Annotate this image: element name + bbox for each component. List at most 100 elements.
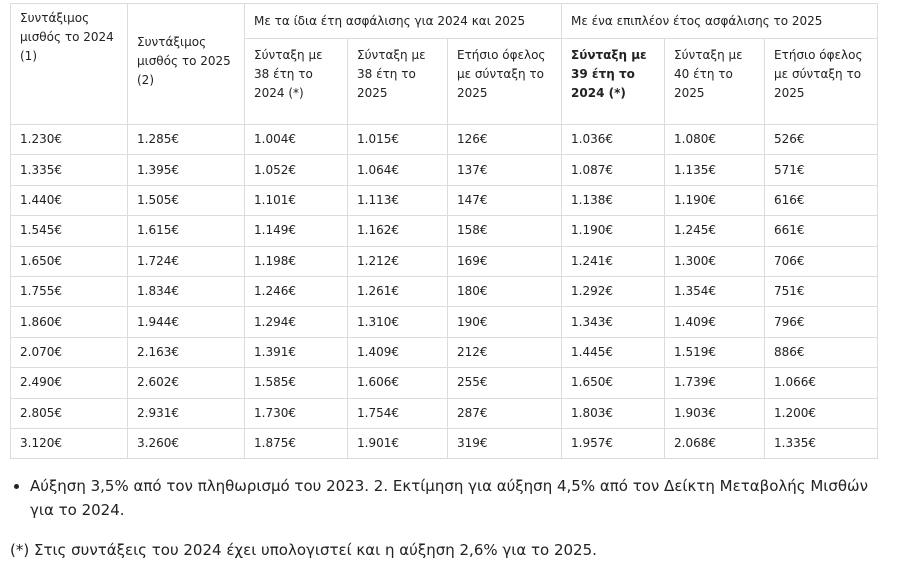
table-cell: 1.285€ — [127, 123, 245, 156]
subheader-cell: Ετήσιο όφελος με σύνταξη το 2025 — [764, 38, 879, 125]
table-cell: 1.730€ — [244, 397, 348, 429]
table-cell: 1.310€ — [347, 306, 448, 338]
note-bullet: Αύξηση 3,5% από τον πληθωρισμό του 2023.… — [30, 474, 890, 522]
table-row: 3.120€ 3.260€ 1.875€ 1.901€ 319€ 1.957€ 2.068€… — [10, 427, 879, 460]
table-row: 1.440€ 1.505€ 1.101€ 1.113€ 147€ 1.138€ 1.190€… — [10, 184, 879, 217]
pension-table: Συντάξιμος μισθός το 2024 (1) Συντάξιμος… — [10, 3, 879, 460]
table-cell: 1.395€ — [127, 154, 245, 186]
table-cell: 1.903€ — [664, 397, 766, 429]
table-row: 2.490€ 2.602€ 1.585€ 1.606€ 255€ 1.650€ 1.739€… — [10, 367, 879, 399]
table-cell: 1.860€ — [10, 306, 128, 338]
table-cell: 126€ — [446, 123, 563, 156]
table-cell: 1.335€ — [10, 154, 128, 186]
table-cell: 1.755€ — [10, 275, 128, 308]
table-cell: 1.190€ — [561, 215, 666, 247]
table-cell: 616€ — [764, 184, 879, 217]
table-cell: 169€ — [446, 245, 563, 277]
table-cell: 1.135€ — [664, 154, 766, 186]
table-cell: 1.505€ — [127, 184, 245, 217]
table-cell: 2.602€ — [127, 367, 245, 399]
table-cell: 1.162€ — [347, 215, 448, 247]
table-cell: 661€ — [764, 215, 879, 247]
table-row: 1.650€ 1.724€ 1.198€ 1.212€ 169€ 1.241€ 1.300€… — [10, 245, 879, 277]
table-cell: 1.875€ — [244, 427, 348, 460]
group-header: Με τα ίδια έτη ασφάλισης για 2024 και 20… — [243, 3, 563, 39]
table-cell: 706€ — [764, 245, 879, 277]
table-cell: 1.739€ — [664, 367, 766, 399]
table-cell: 1.241€ — [561, 245, 666, 277]
table-cell: 2.070€ — [10, 336, 128, 369]
header-cell: Συντάξιμος μισθός το 2024 (1) — [10, 3, 128, 125]
table-cell: 1.261€ — [347, 275, 448, 308]
table-cell: 1.724€ — [127, 245, 245, 277]
table-cell: 180€ — [446, 275, 563, 308]
table-cell: 3.260€ — [127, 427, 245, 460]
table-cell: 1.957€ — [561, 427, 666, 460]
table-cell: 1.650€ — [561, 367, 666, 399]
table-cell: 1.606€ — [347, 367, 448, 399]
table-cell: 137€ — [446, 154, 563, 186]
table-cell: 1.066€ — [764, 367, 879, 399]
table-cell: 1.409€ — [664, 306, 766, 338]
table-cell: 1.245€ — [664, 215, 766, 247]
table-cell: 2.805€ — [10, 397, 128, 429]
table-cell: 1.087€ — [561, 154, 666, 186]
table-cell: 526€ — [764, 123, 879, 156]
table-row: 1.335€ 1.395€ 1.052€ 1.064€ 137€ 1.087€ 1.135€… — [10, 154, 879, 186]
table-cell: 1.834€ — [127, 275, 245, 308]
table-cell: 1.545€ — [10, 215, 128, 247]
header-row: Συντάξιμος μισθός το 2024 (1) Συντάξιμος… — [10, 3, 879, 125]
table-cell: 1.230€ — [10, 123, 128, 156]
table-cell: 1.149€ — [244, 215, 348, 247]
table-cell: 1.354€ — [664, 275, 766, 308]
subheader-cell: Σύνταξη με 40 έτη το 2025 — [664, 38, 766, 125]
table-cell: 1.519€ — [664, 336, 766, 369]
header-cell: Συντάξιμος μισθός το 2025 (2) — [127, 3, 245, 125]
table-cell: 1.015€ — [347, 123, 448, 156]
table-row: 1.230€ 1.285€ 1.004€ 1.015€ 126€ 1.036€ 1.080€… — [10, 123, 879, 156]
table-row: 2.805€ 2.931€ 1.730€ 1.754€ 287€ 1.803€ 1.903€… — [10, 397, 879, 429]
subheader-row: Σύνταξη με 38 έτη το 2024 (*) Σύνταξη με … — [11, 38, 879, 125]
table-cell: 1.335€ — [764, 427, 879, 460]
table-cell: 1.292€ — [561, 275, 666, 308]
table-cell: 190€ — [446, 306, 563, 338]
table-cell: 2.490€ — [10, 367, 128, 399]
table-cell: 751€ — [764, 275, 879, 308]
table-cell: 255€ — [446, 367, 563, 399]
group-header: Με ένα επιπλέον έτος ασφάλισης το 2025 — [561, 3, 879, 39]
table-row: 1.755€ 1.834€ 1.246€ 1.261€ 180€ 1.292€ 1.354€… — [10, 275, 879, 308]
subheader-cell: Σύνταξη με 38 έτη το 2025 — [347, 38, 448, 125]
subheader-cell: Σύνταξη με 38 έτη το 2024 (*) — [244, 38, 348, 125]
table-cell: 1.212€ — [347, 245, 448, 277]
table-cell: 796€ — [764, 306, 879, 338]
table-cell: 1.391€ — [244, 336, 348, 369]
table-cell: 1.064€ — [347, 154, 448, 186]
table-cell: 1.101€ — [244, 184, 348, 217]
table-cell: 1.615€ — [127, 215, 245, 247]
table-cell: 212€ — [446, 336, 563, 369]
table-cell: 886€ — [764, 336, 879, 369]
table-cell: 1.944€ — [127, 306, 245, 338]
subheader-cell: Ετήσιο όφελος με σύνταξη το 2025 — [446, 38, 563, 125]
table-cell: 1.080€ — [664, 123, 766, 156]
table-cell: 1.343€ — [561, 306, 666, 338]
table-cell: 1.190€ — [664, 184, 766, 217]
table-cell: 1.650€ — [10, 245, 128, 277]
table-cell: 1.300€ — [664, 245, 766, 277]
table-body: 1.230€ 1.285€ 1.004€ 1.015€ 126€ 1.036€ 1.080€… — [10, 123, 879, 460]
table-row: 1.545€ 1.615€ 1.149€ 1.162€ 158€ 1.190€ 1.245€… — [10, 215, 879, 247]
table-cell: 1.200€ — [764, 397, 879, 429]
notes: Αύξηση 3,5% από τον πληθωρισμό του 2023.… — [10, 474, 890, 562]
table-cell: 2.068€ — [664, 427, 766, 460]
table-cell: 1.409€ — [347, 336, 448, 369]
table-cell: 1.052€ — [244, 154, 348, 186]
table-cell: 1.138€ — [561, 184, 666, 217]
table-cell: 1.440€ — [10, 184, 128, 217]
table-row: 1.860€ 1.944€ 1.294€ 1.310€ 190€ 1.343€ 1.409€… — [10, 306, 879, 338]
table-cell: 158€ — [446, 215, 563, 247]
table-cell: 3.120€ — [10, 427, 128, 460]
table-cell: 287€ — [446, 397, 563, 429]
table-cell: 1.803€ — [561, 397, 666, 429]
